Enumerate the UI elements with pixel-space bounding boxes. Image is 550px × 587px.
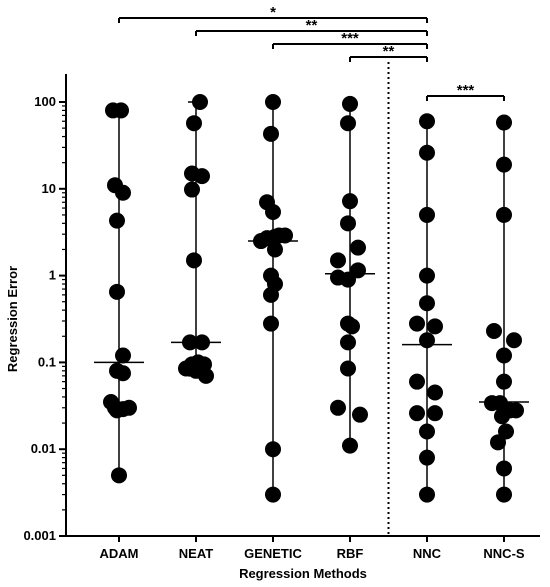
data-point — [186, 115, 202, 132]
x-tick-label: ADAM — [100, 546, 139, 561]
data-point — [115, 184, 131, 201]
data-point — [350, 239, 366, 256]
data-point — [486, 323, 502, 340]
data-point — [419, 486, 435, 503]
data-point — [182, 334, 198, 351]
significance-label: ** — [306, 17, 318, 34]
data-point — [496, 460, 512, 477]
data-point — [496, 114, 512, 131]
y-tick-label: 1 — [49, 268, 56, 283]
data-point — [330, 252, 346, 269]
x-tick-label: NNC — [413, 546, 442, 561]
data-point — [330, 399, 346, 416]
data-point — [496, 347, 512, 364]
x-axis-title: Regression Methods — [239, 566, 367, 581]
x-tick-label: NNC-S — [483, 546, 524, 561]
data-point — [490, 434, 506, 451]
data-point — [427, 384, 443, 401]
data-point — [194, 168, 210, 185]
data-point — [111, 467, 127, 484]
data-point — [494, 408, 510, 425]
data-point — [263, 286, 279, 303]
data-point — [342, 437, 358, 454]
data-point — [184, 181, 200, 198]
data-point — [419, 144, 435, 161]
x-tick-label: NEAT — [179, 546, 213, 561]
data-point — [265, 441, 281, 458]
significance-label: ** — [383, 43, 395, 60]
data-point — [263, 125, 279, 142]
data-point — [115, 365, 131, 382]
data-point — [419, 332, 435, 349]
data-point — [352, 406, 368, 423]
y-tick-label: 0.01 — [31, 441, 56, 456]
data-point — [277, 227, 293, 244]
data-point — [342, 193, 358, 210]
data-point — [419, 113, 435, 130]
y-tick-label: 0.1 — [38, 354, 56, 369]
data-point — [265, 486, 281, 503]
data-point — [107, 399, 123, 416]
data-point — [115, 347, 131, 364]
plot-area: 0.001 0.01 0.1 1 10 100 ADAM NEAT GENETIC RBF NNC N… — [23, 4, 540, 561]
data-point — [340, 215, 356, 232]
data-point — [419, 449, 435, 466]
data-point — [265, 204, 281, 221]
y-axis-title: Regression Error — [5, 266, 20, 372]
data-point — [267, 241, 283, 258]
data-point — [409, 405, 425, 422]
data-point — [496, 486, 512, 503]
data-point — [265, 94, 281, 110]
significance-label: * — [270, 4, 276, 21]
data-point — [419, 295, 435, 312]
x-tick-label: RBF — [337, 546, 364, 561]
y-tick-label: 100 — [34, 94, 56, 109]
data-point — [194, 334, 210, 351]
data-point — [340, 271, 356, 288]
data-point — [496, 156, 512, 173]
data-point — [419, 423, 435, 440]
data-point — [419, 206, 435, 223]
data-point — [109, 283, 125, 300]
data-point — [508, 402, 524, 419]
data-point — [342, 95, 358, 112]
data-point — [109, 212, 125, 229]
x-tick-label: GENETIC — [244, 546, 302, 561]
data-point — [496, 373, 512, 390]
data-point — [419, 267, 435, 284]
data-point — [344, 318, 360, 335]
data-point — [427, 405, 443, 422]
data-point — [186, 252, 202, 269]
data-point — [496, 206, 512, 223]
data-point — [409, 373, 425, 390]
significance-label: *** — [341, 30, 359, 47]
data-point — [121, 399, 137, 416]
significance-label: *** — [457, 82, 475, 99]
data-point — [340, 360, 356, 377]
data-point — [192, 94, 208, 110]
y-tick-label: 0.001 — [23, 528, 56, 543]
data-point — [427, 318, 443, 335]
y-tick-label: 10 — [42, 181, 56, 196]
data-point — [506, 332, 522, 349]
data-point — [409, 315, 425, 332]
data-point — [198, 367, 214, 384]
data-point — [340, 115, 356, 132]
data-point — [263, 315, 279, 332]
data-point — [113, 102, 129, 119]
data-point — [340, 334, 356, 351]
